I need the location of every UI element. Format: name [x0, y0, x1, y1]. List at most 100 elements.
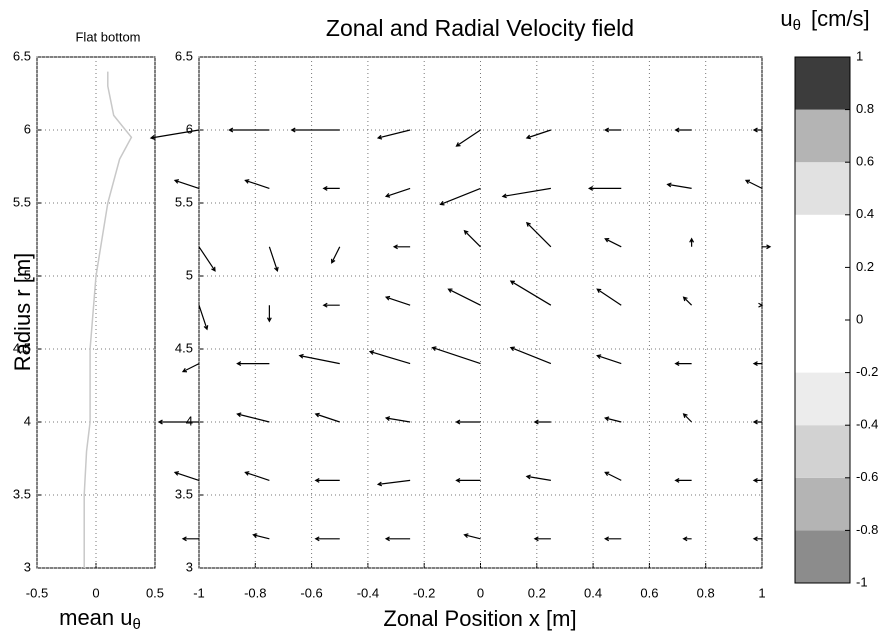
- y-tick-label: 4: [24, 413, 31, 428]
- color-level: [795, 57, 850, 110]
- colorbar-tick-label: 1: [856, 48, 863, 63]
- velocity-arrow: [752, 127, 762, 133]
- velocity-arrow: [596, 354, 622, 365]
- main-xlabel: Zonal Position x [m]: [383, 606, 576, 631]
- x-tick-label: 0.8: [697, 585, 715, 600]
- velocity-arrow: [463, 229, 481, 248]
- x-tick-label: -0.2: [413, 585, 435, 600]
- color-level: [795, 109, 850, 163]
- velocity-arrow: [604, 471, 622, 481]
- color-level: [795, 320, 850, 373]
- velocity-arrow: [244, 179, 270, 189]
- cb-sub: θ: [793, 17, 801, 34]
- y-tick-label: 6.5: [13, 48, 31, 63]
- x-tick-label: -0.6: [300, 585, 322, 600]
- y-tick-label: 5.5: [175, 194, 193, 209]
- velocity-arrow: [509, 280, 552, 306]
- velocity-arrow: [322, 185, 340, 191]
- velocity-arrow: [198, 246, 216, 272]
- colorbar-tick-label: -0.4: [856, 417, 878, 432]
- colorbar-tick-label: -1: [856, 574, 868, 589]
- colorbar-tick-label: -0.2: [856, 364, 878, 379]
- y-tick-label: 3: [24, 559, 31, 574]
- cb-symbol: u: [780, 6, 792, 31]
- y-tick-label: 6: [24, 121, 31, 136]
- velocity-arrow: [455, 129, 481, 147]
- velocity-arrow: [533, 419, 551, 425]
- y-tick-label: 5.5: [13, 194, 31, 209]
- x-tick-label: 0: [92, 585, 99, 600]
- velocity-arrow: [455, 419, 481, 425]
- y-tick-label: 5: [186, 267, 193, 282]
- velocity-arrow: [525, 221, 552, 248]
- y-tick-label: 4: [186, 413, 193, 428]
- velocity-arrow: [384, 536, 411, 542]
- velocity-arrow: [674, 477, 692, 483]
- velocity-arrow: [236, 361, 270, 367]
- velocity-arrow: [314, 477, 340, 483]
- y-tick-label: 5: [24, 267, 31, 282]
- color-level: [795, 267, 850, 320]
- velocity-arrow: [752, 536, 762, 542]
- colorbar-tick-label: 0.4: [856, 206, 874, 221]
- color-level: [795, 425, 850, 478]
- velocity-arrow: [682, 296, 693, 306]
- y-tick-label: 4.5: [175, 340, 193, 355]
- x-tick-label: 0: [477, 585, 484, 600]
- velocity-arrow: [244, 471, 270, 481]
- x-tick-label: 0.6: [640, 585, 658, 600]
- velocity-arrow: [181, 363, 200, 373]
- velocity-arrow: [525, 474, 551, 481]
- velocity-arrow: [752, 361, 762, 367]
- colorbar-tick-label: 0.2: [856, 259, 874, 274]
- x-tick-label: -0.8: [244, 585, 266, 600]
- velocity-arrow: [331, 246, 341, 264]
- velocity-arrow: [596, 288, 622, 306]
- y-tick-label: 3.5: [13, 486, 31, 501]
- y-tick-label: 3: [186, 559, 193, 574]
- velocity-arrow: [181, 536, 199, 542]
- velocity-arrow: [368, 350, 411, 365]
- x-tick-label: -1: [193, 585, 205, 600]
- velocity-arrow: [463, 533, 481, 540]
- velocity-arrow: [501, 187, 551, 199]
- colorbar-tick-label: -0.6: [856, 469, 878, 484]
- velocity-arrow: [384, 416, 411, 423]
- color-level: [795, 162, 850, 215]
- velocity-arrow: [268, 246, 279, 272]
- velocity-arrow: [682, 536, 692, 542]
- velocity-arrow: [533, 536, 551, 542]
- velocity-arrow: [666, 182, 692, 189]
- velocity-arrow: [604, 238, 622, 248]
- velocity-arrow: [525, 129, 552, 140]
- xlabel-sub: θ: [133, 616, 141, 633]
- velocity-arrow: [149, 129, 200, 140]
- velocity-arrow: [689, 237, 695, 247]
- y-tick-label: 4.5: [13, 340, 31, 355]
- velocity-arrow: [384, 187, 411, 198]
- velocity-arrow: [587, 185, 622, 191]
- velocity-arrow: [173, 471, 200, 481]
- velocity-arrow: [762, 244, 772, 250]
- colorbar-tick-label: 0: [856, 311, 863, 326]
- velocity-arrow: [384, 295, 411, 306]
- x-tick-label: -0.4: [357, 585, 379, 600]
- mean-profile: [83, 71, 133, 568]
- color-level: [795, 372, 850, 426]
- velocity-arrow: [682, 413, 693, 423]
- velocity-arrow: [314, 412, 340, 423]
- colorbar-tick-label: -0.8: [856, 522, 878, 537]
- velocity-arrow: [758, 302, 764, 308]
- y-tick-label: 6.5: [175, 48, 193, 63]
- x-tick-label: 1: [758, 585, 765, 600]
- velocity-arrow: [173, 179, 200, 189]
- left-title: Flat bottom: [75, 29, 140, 44]
- velocity-arrow: [439, 187, 481, 206]
- colorbar-tick-label: 0.6: [856, 154, 874, 169]
- velocity-arrow: [603, 536, 622, 542]
- velocity-arrow: [376, 479, 411, 487]
- velocity-arrow: [509, 346, 552, 365]
- colorbar-tick-label: 0.8: [856, 101, 874, 116]
- velocity-arrow: [322, 302, 340, 308]
